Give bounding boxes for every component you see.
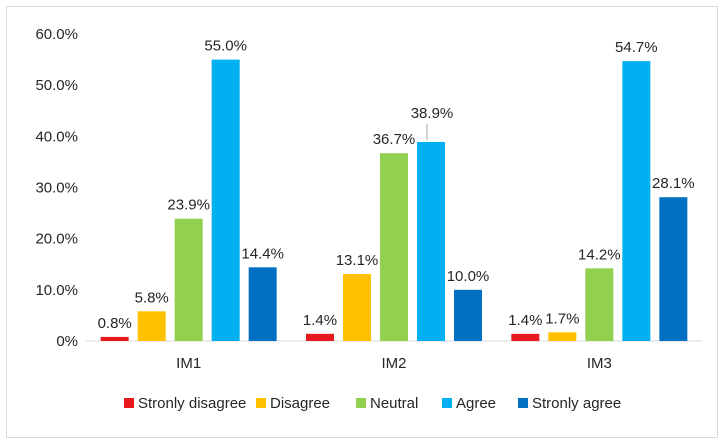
chart-frame [6, 6, 718, 438]
data-label: 14.2% [578, 246, 621, 263]
x-category-label: IM1 [176, 355, 201, 372]
bar-neutral-im3 [585, 268, 614, 341]
y-tick-label: 60.0% [35, 26, 78, 43]
data-label: 13.1% [336, 252, 379, 269]
data-label: 1.7% [545, 310, 579, 327]
legend-label: Stronly agree [532, 395, 621, 412]
legend-label: Stronly disagree [138, 395, 246, 412]
data-label: 36.7% [373, 131, 416, 148]
data-label: 10.0% [447, 268, 490, 285]
data-label: 23.9% [167, 197, 210, 214]
data-label: 28.1% [652, 175, 695, 192]
bar-agree-im1 [211, 59, 240, 341]
bar-stronly-disagree-im2 [306, 333, 334, 341]
bar-stronly-agree-im3 [659, 197, 688, 341]
bar-agree-im2 [417, 141, 445, 341]
bar-disagree-im2 [343, 273, 371, 341]
legend-label: Disagree [270, 395, 330, 412]
legend-label: Neutral [370, 395, 418, 412]
bar-stronly-agree-im2 [454, 289, 482, 341]
bar-neutral-im1 [174, 218, 203, 341]
x-category-label: IM3 [587, 355, 612, 372]
y-tick-label: 0% [56, 333, 78, 350]
bar-stronly-agree-im1 [248, 267, 277, 341]
data-label: 0.8% [98, 315, 132, 332]
bar-stronly-disagree-im3 [511, 333, 540, 341]
x-category-label: IM2 [381, 355, 406, 372]
legend-swatch [256, 398, 266, 408]
y-tick-label: 40.0% [35, 128, 78, 145]
data-label: 38.9% [411, 105, 454, 122]
y-tick-label: 30.0% [35, 180, 78, 197]
legend-swatch [356, 398, 366, 408]
bar-disagree-im3 [548, 332, 577, 341]
y-tick-label: 20.0% [35, 231, 78, 248]
bar-stronly-disagree-im1 [100, 336, 129, 341]
data-label: 55.0% [204, 38, 247, 55]
legend-swatch [442, 398, 452, 408]
data-label: 1.4% [303, 312, 337, 329]
data-label: 1.4% [508, 312, 542, 329]
bar-agree-im3 [622, 61, 651, 341]
bar-neutral-im2 [380, 153, 408, 341]
data-label: 14.4% [241, 245, 284, 262]
data-label: 5.8% [135, 289, 169, 306]
legend-label: Agree [456, 395, 496, 412]
legend-swatch [124, 398, 134, 408]
bar-disagree-im1 [137, 311, 166, 341]
legend-swatch [518, 398, 528, 408]
y-tick-label: 50.0% [35, 77, 78, 94]
y-tick-label: 10.0% [35, 282, 78, 299]
data-label: 54.7% [615, 39, 658, 56]
